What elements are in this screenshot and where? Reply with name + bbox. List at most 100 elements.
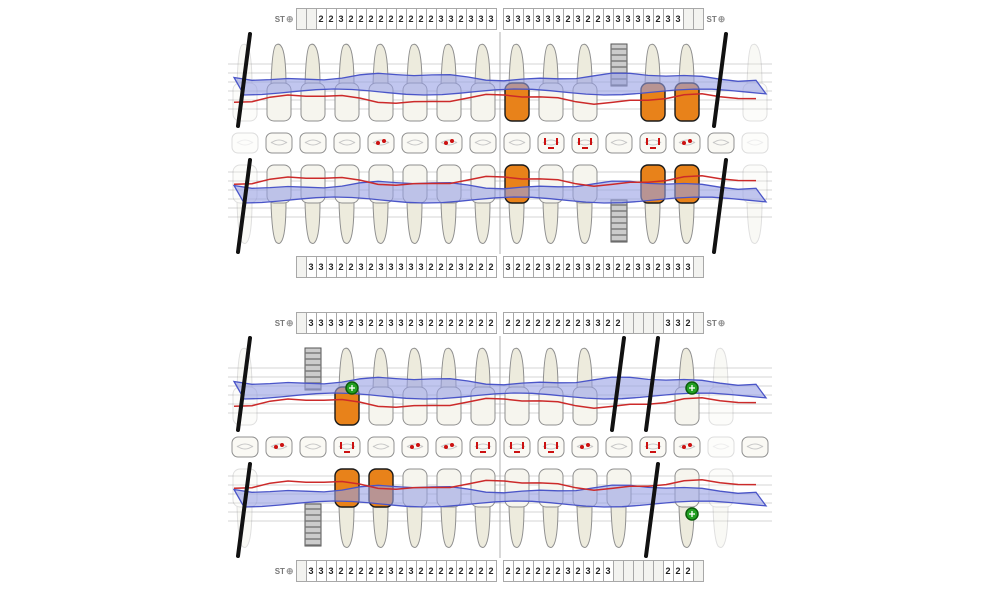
tooth[interactable] <box>334 347 360 426</box>
st-cell[interactable]: 2 <box>485 560 497 582</box>
tooth[interactable] <box>742 164 768 244</box>
occlusal-surface[interactable] <box>537 436 565 458</box>
filling-mark <box>682 445 686 449</box>
occlusal-surface[interactable] <box>503 436 531 458</box>
st-cell[interactable]: 2 <box>485 312 497 334</box>
occlusal-surface[interactable] <box>333 132 361 154</box>
tooth[interactable] <box>402 164 428 244</box>
occlusal-surface[interactable] <box>299 132 327 154</box>
occlusal-surface[interactable] <box>605 132 633 154</box>
missing-tooth-mark[interactable] <box>644 336 660 432</box>
filling-mark <box>274 445 278 449</box>
occlusal-surface[interactable] <box>639 132 667 154</box>
buccal-teeth-row[interactable] <box>228 336 772 432</box>
occlusal-surface[interactable] <box>707 436 735 458</box>
st-toggle-icon[interactable]: ⊕ <box>285 13 294 24</box>
occlusal-surface[interactable] <box>435 436 463 458</box>
tooth[interactable] <box>470 43 496 122</box>
occlusal-surface[interactable] <box>673 132 701 154</box>
st-label-text: ST <box>706 14 717 24</box>
implant-marker[interactable] <box>345 381 359 395</box>
occlusal-surface[interactable] <box>707 132 735 154</box>
missing-tooth-mark[interactable] <box>236 336 252 432</box>
implant[interactable] <box>304 503 322 547</box>
tooth[interactable] <box>368 164 394 244</box>
implant-marker[interactable] <box>685 507 699 521</box>
tooth[interactable] <box>402 468 428 548</box>
tooth[interactable] <box>334 43 360 122</box>
occlusal-surface[interactable] <box>265 436 293 458</box>
occlusal-surface[interactable] <box>231 132 259 154</box>
tooth[interactable] <box>538 468 564 548</box>
occlusal-surface[interactable] <box>401 132 429 154</box>
occlusal-surface[interactable] <box>503 132 531 154</box>
occlusal-surface[interactable] <box>333 436 361 458</box>
occlusal-surface[interactable] <box>401 436 429 458</box>
occlusal-surface[interactable] <box>469 436 497 458</box>
missing-tooth-mark[interactable] <box>610 336 626 432</box>
occlusal-surface[interactable] <box>571 436 599 458</box>
occlusal-surface[interactable] <box>367 436 395 458</box>
occlusal-surface[interactable] <box>265 132 293 154</box>
tooth[interactable] <box>572 164 598 244</box>
st-cell[interactable]: 3 <box>485 8 497 30</box>
tooth[interactable] <box>538 164 564 244</box>
tooth[interactable] <box>300 164 326 244</box>
filling-mark <box>586 443 590 447</box>
occlusal-surface[interactable] <box>741 436 769 458</box>
implant-marker[interactable] <box>685 381 699 395</box>
filling-mark <box>450 139 454 143</box>
tooth[interactable] <box>300 43 326 122</box>
tooth[interactable] <box>436 468 462 548</box>
missing-tooth-mark[interactable] <box>236 462 252 558</box>
tooth[interactable] <box>708 347 734 426</box>
occlusal-row[interactable] <box>228 432 772 462</box>
missing-tooth-mark[interactable] <box>236 32 252 128</box>
occlusal-surface[interactable] <box>741 132 769 154</box>
st-toggle-icon[interactable]: ⊕ <box>717 317 726 328</box>
buccal-teeth-row[interactable] <box>228 32 772 128</box>
lingual-teeth-row[interactable] <box>228 462 772 558</box>
st-cell[interactable] <box>692 8 704 30</box>
missing-tooth-mark[interactable] <box>236 158 252 254</box>
missing-tooth-mark[interactable] <box>644 462 660 558</box>
occlusal-surface[interactable] <box>639 436 667 458</box>
occlusal-surface[interactable] <box>231 436 259 458</box>
occlusal-surface[interactable] <box>469 132 497 154</box>
st-cell[interactable] <box>692 560 704 582</box>
occlusal-surface[interactable] <box>299 436 327 458</box>
implant[interactable] <box>304 347 322 391</box>
occlusal-surface[interactable] <box>673 436 701 458</box>
st-cell[interactable] <box>692 256 704 278</box>
tooth[interactable] <box>334 468 360 548</box>
tooth[interactable] <box>470 347 496 426</box>
missing-tooth-mark[interactable] <box>712 32 728 128</box>
occlusal-surface[interactable] <box>537 132 565 154</box>
tooth[interactable] <box>538 347 564 426</box>
tooth[interactable] <box>606 468 632 548</box>
st-toggle-icon[interactable]: ⊕ <box>285 565 294 576</box>
tooth[interactable] <box>640 164 666 244</box>
occlusal-row[interactable] <box>228 128 772 158</box>
implant[interactable] <box>610 199 628 243</box>
tooth[interactable] <box>504 347 530 426</box>
st-toggle-icon[interactable]: ⊕ <box>285 317 294 328</box>
filling-mark <box>688 443 692 447</box>
tooth[interactable] <box>368 468 394 548</box>
tooth[interactable] <box>538 43 564 122</box>
occlusal-surface[interactable] <box>571 132 599 154</box>
filling-mark <box>280 443 284 447</box>
st-cell[interactable]: 2 <box>485 256 497 278</box>
occlusal-surface[interactable] <box>435 132 463 154</box>
occlusal-surface[interactable] <box>367 132 395 154</box>
tooth[interactable] <box>436 164 462 244</box>
st-cell[interactable] <box>692 312 704 334</box>
tooth[interactable] <box>334 164 360 244</box>
st-toggle-icon[interactable]: ⊕ <box>717 13 726 24</box>
tooth[interactable] <box>572 468 598 548</box>
lingual-teeth-row[interactable] <box>228 158 772 254</box>
missing-tooth-mark[interactable] <box>712 158 728 254</box>
occlusal-surface[interactable] <box>605 436 633 458</box>
st-label-left: ST ⊕ <box>272 318 294 329</box>
